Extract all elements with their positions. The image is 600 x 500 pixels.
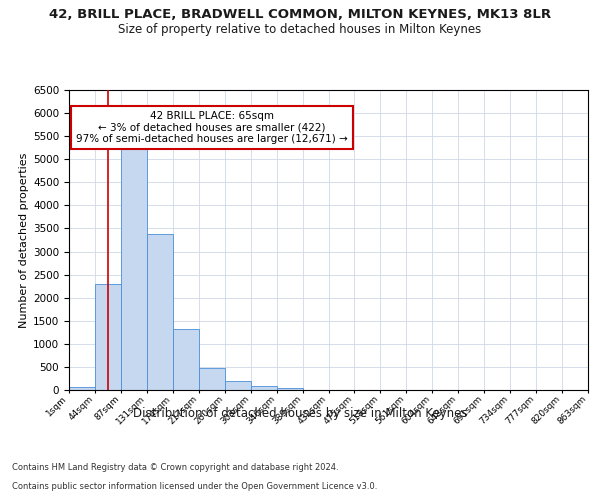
Bar: [121, 141, 147, 390]
Bar: [69, 386, 95, 390]
Bar: [95, 284, 121, 390]
Y-axis label: Number of detached properties: Number of detached properties: [19, 152, 29, 328]
Bar: [251, 386, 277, 390]
Text: Distribution of detached houses by size in Milton Keynes: Distribution of detached houses by size …: [133, 408, 467, 420]
Text: Size of property relative to detached houses in Milton Keynes: Size of property relative to detached ho…: [118, 22, 482, 36]
Text: Contains public sector information licensed under the Open Government Licence v3: Contains public sector information licen…: [12, 482, 377, 491]
Text: 42 BRILL PLACE: 65sqm
← 3% of detached houses are smaller (422)
97% of semi-deta: 42 BRILL PLACE: 65sqm ← 3% of detached h…: [76, 111, 347, 144]
Bar: [199, 368, 224, 390]
Bar: [277, 388, 302, 390]
Bar: [173, 329, 199, 390]
Text: 42, BRILL PLACE, BRADWELL COMMON, MILTON KEYNES, MK13 8LR: 42, BRILL PLACE, BRADWELL COMMON, MILTON…: [49, 8, 551, 20]
Bar: [225, 382, 251, 390]
Text: Contains HM Land Registry data © Crown copyright and database right 2024.: Contains HM Land Registry data © Crown c…: [12, 464, 338, 472]
Bar: [147, 234, 173, 390]
